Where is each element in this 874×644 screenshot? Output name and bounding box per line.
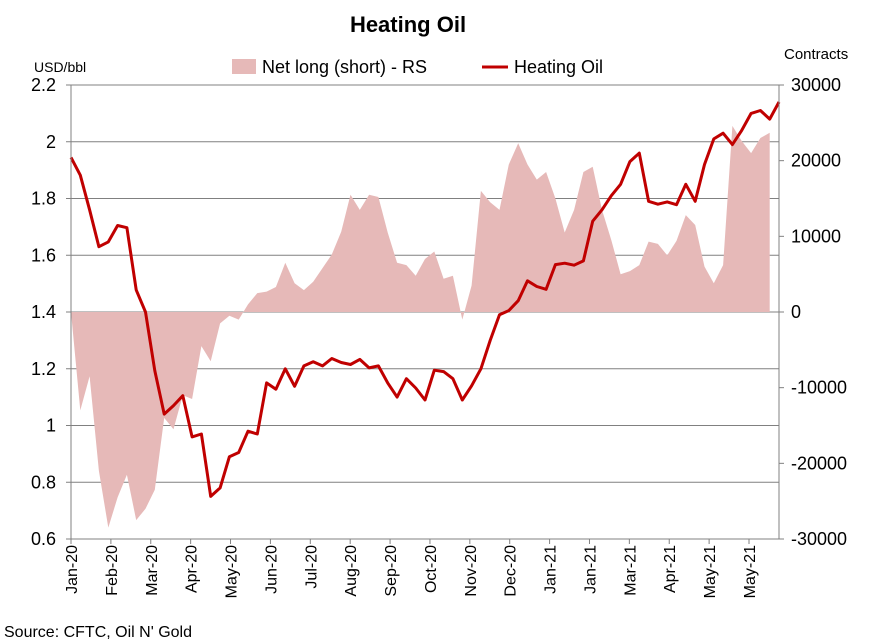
x-tick-label-13: Jan-21 [583, 545, 600, 594]
x-tick-label-14: Mar-21 [622, 545, 639, 596]
left-tick-label-0: 0.6 [31, 529, 56, 549]
left-tick-label-7: 2 [46, 132, 56, 152]
heating-oil-line [69, 101, 781, 498]
line-layer [69, 101, 781, 498]
right-tick-label-4: 10000 [791, 226, 841, 246]
source-note: Source: CFTC, Oil N' Gold [4, 624, 192, 641]
left-tick-label-8: 2.2 [31, 75, 56, 95]
x-tick-label-11: Dec-20 [503, 545, 520, 597]
right-tick-label-3: 0 [791, 302, 801, 322]
right-tick-label-6: 30000 [791, 75, 841, 95]
right-tick-label-5: 20000 [791, 151, 841, 171]
left-tick-label-5: 1.6 [31, 245, 56, 265]
left-axis-ticks: 0.6 0.8 1 1.2 1.4 1.6 1.8 2 2.2 [31, 75, 71, 549]
left-tick-label-3: 1.2 [31, 359, 56, 379]
net-long-area [71, 125, 770, 528]
x-tick-label-16: May-21 [702, 545, 719, 598]
x-tick-label-4: May-20 [224, 545, 241, 598]
x-tick-label-15: Apr-21 [662, 545, 679, 593]
x-tick-label-6: Jul-20 [303, 545, 320, 589]
chart-title: Heating Oil [350, 12, 466, 37]
left-axis-label: USD/bbl [34, 59, 86, 75]
x-tick-label-8: Sep-20 [383, 545, 400, 597]
right-tick-label-2: -10000 [791, 378, 847, 398]
x-tick-label-10: Nov-20 [463, 545, 480, 597]
right-tick-label-0: -30000 [791, 529, 847, 549]
left-tick-label-4: 1.4 [31, 302, 56, 322]
right-tick-label-1: -20000 [791, 453, 847, 473]
x-tick-label-12: Jan-21 [543, 545, 560, 594]
x-tick-label-5: Jun-20 [263, 545, 280, 594]
legend-label-heating-oil: Heating Oil [514, 57, 603, 77]
right-axis-label: Contracts [784, 46, 848, 63]
left-tick-label-2: 1 [46, 416, 56, 436]
left-tick-label-6: 1.8 [31, 189, 56, 209]
right-axis-ticks: -30000 -20000 -10000 0 10000 20000 30000 [779, 75, 847, 549]
left-tick-label-1: 0.8 [31, 472, 56, 492]
x-tick-label-7: Aug-20 [343, 545, 360, 597]
legend-swatch-net-long [232, 59, 256, 74]
area-layer [71, 125, 770, 528]
x-tick-label-0: Jan-20 [64, 545, 81, 594]
x-tick-label-1: Feb-20 [104, 545, 121, 596]
x-tick-label-2: Mar-20 [144, 545, 161, 596]
x-tick-label-17: May-21 [742, 545, 759, 598]
legend-label-net-long: Net long (short) - RS [262, 57, 427, 77]
x-tick-label-9: Oct-20 [423, 545, 440, 593]
x-axis-ticks: Jan-20 Feb-20 Mar-20 Apr-20 May-20 Jun-20 Jul-… [64, 539, 759, 598]
x-tick-label-3: Apr-20 [184, 545, 201, 593]
legend: Net long (short) - RS Heating Oil [232, 57, 603, 77]
